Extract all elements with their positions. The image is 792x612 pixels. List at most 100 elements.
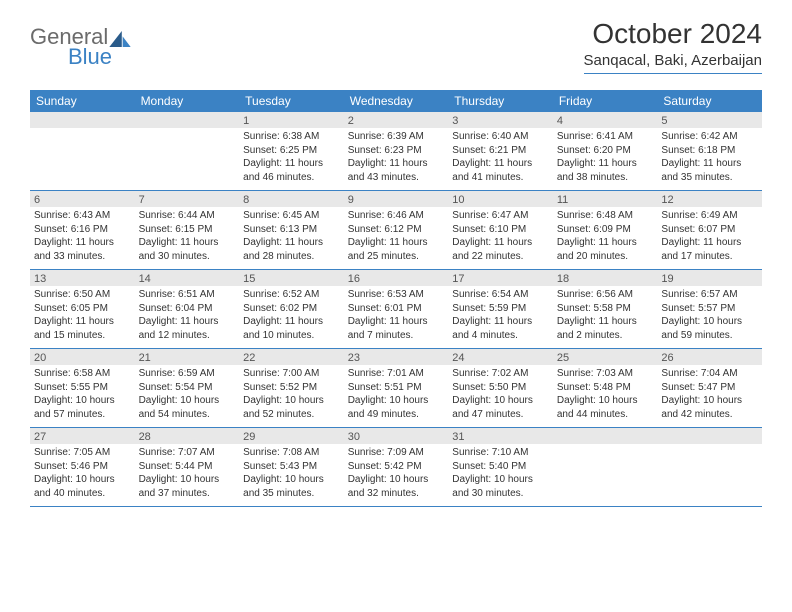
sunset-line: Sunset: 5:40 PM xyxy=(452,460,549,474)
daylight-line-2: and 32 minutes. xyxy=(348,487,445,501)
daylight-line-1: Daylight: 11 hours xyxy=(348,236,445,250)
daylight-line-1: Daylight: 11 hours xyxy=(348,315,445,329)
sunrise-line: Sunrise: 6:38 AM xyxy=(243,130,340,144)
calendar-cell: 19Sunrise: 6:57 AMSunset: 5:57 PMDayligh… xyxy=(657,270,762,348)
sunset-line: Sunset: 6:16 PM xyxy=(34,223,131,237)
day-number: 3 xyxy=(448,112,553,128)
header: GeneralBlue October 2024 Sanqacal, Baki,… xyxy=(0,0,792,82)
sunrise-line: Sunrise: 7:07 AM xyxy=(139,446,236,460)
sunset-line: Sunset: 6:05 PM xyxy=(34,302,131,316)
day-number: 15 xyxy=(239,270,344,286)
day-number: 31 xyxy=(448,428,553,444)
daylight-line-1: Daylight: 11 hours xyxy=(139,236,236,250)
cell-content: Sunrise: 6:42 AMSunset: 6:18 PMDaylight:… xyxy=(657,128,762,188)
daylight-line-1: Daylight: 11 hours xyxy=(557,236,654,250)
sunset-line: Sunset: 5:58 PM xyxy=(557,302,654,316)
cell-content: Sunrise: 6:58 AMSunset: 5:55 PMDaylight:… xyxy=(30,365,135,425)
calendar-cell: 13Sunrise: 6:50 AMSunset: 6:05 PMDayligh… xyxy=(30,270,135,348)
daylight-line-2: and 43 minutes. xyxy=(348,171,445,185)
cell-content: Sunrise: 6:59 AMSunset: 5:54 PMDaylight:… xyxy=(135,365,240,425)
cell-content: Sunrise: 7:04 AMSunset: 5:47 PMDaylight:… xyxy=(657,365,762,425)
daylight-line-1: Daylight: 10 hours xyxy=(139,394,236,408)
sunset-line: Sunset: 6:13 PM xyxy=(243,223,340,237)
day-number: 26 xyxy=(657,349,762,365)
day-number xyxy=(30,112,135,128)
sunset-line: Sunset: 6:18 PM xyxy=(661,144,758,158)
calendar-cell: 15Sunrise: 6:52 AMSunset: 6:02 PMDayligh… xyxy=(239,270,344,348)
sunset-line: Sunset: 6:04 PM xyxy=(139,302,236,316)
calendar-cell: 3Sunrise: 6:40 AMSunset: 6:21 PMDaylight… xyxy=(448,112,553,190)
daylight-line-1: Daylight: 11 hours xyxy=(243,315,340,329)
cell-content: Sunrise: 6:44 AMSunset: 6:15 PMDaylight:… xyxy=(135,207,240,267)
daylight-line-1: Daylight: 11 hours xyxy=(139,315,236,329)
day-number: 5 xyxy=(657,112,762,128)
calendar-cell xyxy=(553,428,658,506)
cell-content: Sunrise: 6:39 AMSunset: 6:23 PMDaylight:… xyxy=(344,128,449,188)
daylight-line-1: Daylight: 10 hours xyxy=(557,394,654,408)
daylight-line-1: Daylight: 10 hours xyxy=(661,394,758,408)
day-number: 14 xyxy=(135,270,240,286)
cell-content: Sunrise: 6:43 AMSunset: 6:16 PMDaylight:… xyxy=(30,207,135,267)
daylight-line-2: and 33 minutes. xyxy=(34,250,131,264)
daylight-line-2: and 7 minutes. xyxy=(348,329,445,343)
cell-content: Sunrise: 7:09 AMSunset: 5:42 PMDaylight:… xyxy=(344,444,449,504)
sunset-line: Sunset: 6:21 PM xyxy=(452,144,549,158)
daylight-line-1: Daylight: 10 hours xyxy=(348,394,445,408)
day-number: 21 xyxy=(135,349,240,365)
calendar-cell xyxy=(30,112,135,190)
sunset-line: Sunset: 6:07 PM xyxy=(661,223,758,237)
sunrise-line: Sunrise: 6:54 AM xyxy=(452,288,549,302)
daylight-line-1: Daylight: 11 hours xyxy=(243,157,340,171)
daylight-line-2: and 2 minutes. xyxy=(557,329,654,343)
calendar-cell: 11Sunrise: 6:48 AMSunset: 6:09 PMDayligh… xyxy=(553,191,658,269)
sunset-line: Sunset: 6:09 PM xyxy=(557,223,654,237)
day-number: 13 xyxy=(30,270,135,286)
day-header-cell: Sunday xyxy=(30,90,135,112)
daylight-line-2: and 46 minutes. xyxy=(243,171,340,185)
day-number: 11 xyxy=(553,191,658,207)
day-number: 19 xyxy=(657,270,762,286)
daylight-line-2: and 28 minutes. xyxy=(243,250,340,264)
sunset-line: Sunset: 6:15 PM xyxy=(139,223,236,237)
cell-content: Sunrise: 6:46 AMSunset: 6:12 PMDaylight:… xyxy=(344,207,449,267)
sunrise-line: Sunrise: 6:43 AM xyxy=(34,209,131,223)
daylight-line-1: Daylight: 10 hours xyxy=(661,315,758,329)
calendar-cell: 6Sunrise: 6:43 AMSunset: 6:16 PMDaylight… xyxy=(30,191,135,269)
calendar-cell: 5Sunrise: 6:42 AMSunset: 6:18 PMDaylight… xyxy=(657,112,762,190)
calendar-cell: 2Sunrise: 6:39 AMSunset: 6:23 PMDaylight… xyxy=(344,112,449,190)
sunrise-line: Sunrise: 7:00 AM xyxy=(243,367,340,381)
sunset-line: Sunset: 5:54 PM xyxy=(139,381,236,395)
day-number: 24 xyxy=(448,349,553,365)
calendar-cell: 26Sunrise: 7:04 AMSunset: 5:47 PMDayligh… xyxy=(657,349,762,427)
daylight-line-1: Daylight: 11 hours xyxy=(452,157,549,171)
day-number xyxy=(135,112,240,128)
daylight-line-2: and 52 minutes. xyxy=(243,408,340,422)
sunrise-line: Sunrise: 6:50 AM xyxy=(34,288,131,302)
sunset-line: Sunset: 5:57 PM xyxy=(661,302,758,316)
sunrise-line: Sunrise: 6:53 AM xyxy=(348,288,445,302)
daylight-line-1: Daylight: 11 hours xyxy=(34,236,131,250)
daylight-line-2: and 12 minutes. xyxy=(139,329,236,343)
cell-content: Sunrise: 6:56 AMSunset: 5:58 PMDaylight:… xyxy=(553,286,658,346)
cell-content: Sunrise: 6:54 AMSunset: 5:59 PMDaylight:… xyxy=(448,286,553,346)
daylight-line-2: and 49 minutes. xyxy=(348,408,445,422)
cell-content: Sunrise: 6:53 AMSunset: 6:01 PMDaylight:… xyxy=(344,286,449,346)
sunrise-line: Sunrise: 7:05 AM xyxy=(34,446,131,460)
sunset-line: Sunset: 6:12 PM xyxy=(348,223,445,237)
day-number: 23 xyxy=(344,349,449,365)
day-number: 20 xyxy=(30,349,135,365)
day-header-cell: Wednesday xyxy=(344,90,449,112)
sunset-line: Sunset: 5:46 PM xyxy=(34,460,131,474)
cell-content: Sunrise: 7:05 AMSunset: 5:46 PMDaylight:… xyxy=(30,444,135,504)
cell-content: Sunrise: 7:02 AMSunset: 5:50 PMDaylight:… xyxy=(448,365,553,425)
sunset-line: Sunset: 5:48 PM xyxy=(557,381,654,395)
day-header-cell: Tuesday xyxy=(239,90,344,112)
sunset-line: Sunset: 6:10 PM xyxy=(452,223,549,237)
title-block: October 2024 Sanqacal, Baki, Azerbaijan xyxy=(584,18,762,74)
calendar-week: 13 Sunrise: 6:50 AMSunset: 6:05 PM Dayligh… xyxy=(30,270,762,349)
calendar-cell: 23Sunrise: 7:01 AMSunset: 5:51 PMDayligh… xyxy=(344,349,449,427)
day-number: 27 xyxy=(30,428,135,444)
sunrise-line: Sunrise: 7:09 AM xyxy=(348,446,445,460)
calendar-cell: 30Sunrise: 7:09 AMSunset: 5:42 PMDayligh… xyxy=(344,428,449,506)
sunrise-line: Sunrise: 7:03 AM xyxy=(557,367,654,381)
